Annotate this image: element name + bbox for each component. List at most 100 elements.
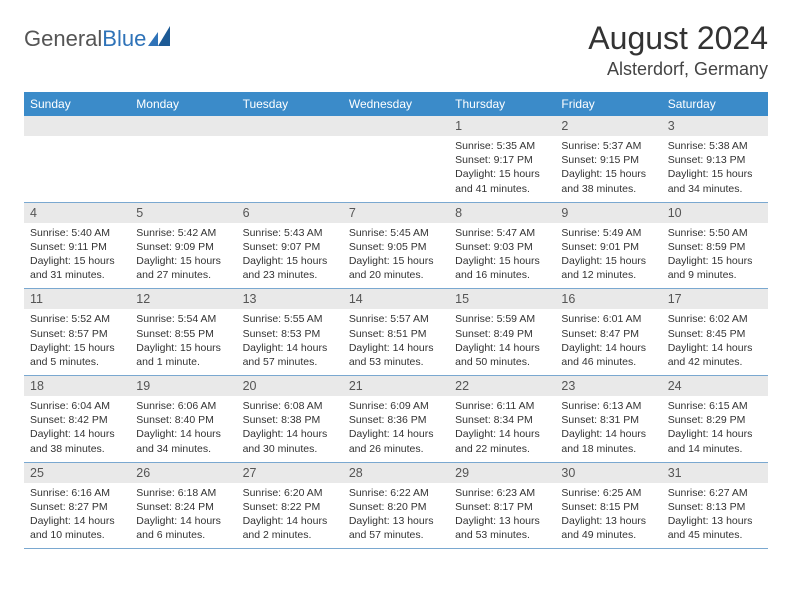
daylight-text: Daylight: 14 hours and 38 minutes. — [30, 427, 124, 455]
day-cell: Sunrise: 6:11 AMSunset: 8:34 PMDaylight:… — [449, 396, 555, 462]
sunrise-text: Sunrise: 5:37 AM — [561, 139, 655, 153]
daynum-band: 123 — [24, 116, 768, 136]
day-number: 13 — [237, 289, 343, 309]
sunrise-text: Sunrise: 5:45 AM — [349, 226, 443, 240]
sunrise-text: Sunrise: 6:01 AM — [561, 312, 655, 326]
day-cell: Sunrise: 6:01 AMSunset: 8:47 PMDaylight:… — [555, 309, 661, 375]
day-number: 28 — [343, 463, 449, 483]
day-number: 10 — [662, 203, 768, 223]
day-number — [237, 116, 343, 136]
daylight-text: Daylight: 14 hours and 50 minutes. — [455, 341, 549, 369]
sunrise-text: Sunrise: 5:52 AM — [30, 312, 124, 326]
daynum-band: 11121314151617 — [24, 289, 768, 309]
content-band: Sunrise: 5:35 AMSunset: 9:17 PMDaylight:… — [24, 136, 768, 202]
daylight-text: Daylight: 14 hours and 34 minutes. — [136, 427, 230, 455]
day-number: 9 — [555, 203, 661, 223]
daylight-text: Daylight: 15 hours and 12 minutes. — [561, 254, 655, 282]
daylight-text: Daylight: 14 hours and 10 minutes. — [30, 514, 124, 542]
sunset-text: Sunset: 9:07 PM — [243, 240, 337, 254]
day-number: 11 — [24, 289, 130, 309]
day-cell: Sunrise: 6:02 AMSunset: 8:45 PMDaylight:… — [662, 309, 768, 375]
daynum-band: 18192021222324 — [24, 376, 768, 396]
calendar-page: GeneralBlue August 2024 Alsterdorf, Germ… — [0, 0, 792, 559]
sunrise-text: Sunrise: 6:22 AM — [349, 486, 443, 500]
sunrise-text: Sunrise: 6:06 AM — [136, 399, 230, 413]
weekday-header-row: Sunday Monday Tuesday Wednesday Thursday… — [24, 92, 768, 116]
title-block: August 2024 Alsterdorf, Germany — [588, 20, 768, 80]
sunrise-text: Sunrise: 6:02 AM — [668, 312, 762, 326]
sunrise-text: Sunrise: 5:57 AM — [349, 312, 443, 326]
location-label: Alsterdorf, Germany — [588, 59, 768, 80]
daylight-text: Daylight: 15 hours and 5 minutes. — [30, 341, 124, 369]
sunset-text: Sunset: 8:40 PM — [136, 413, 230, 427]
day-number: 7 — [343, 203, 449, 223]
sunrise-text: Sunrise: 6:15 AM — [668, 399, 762, 413]
sunset-text: Sunset: 8:38 PM — [243, 413, 337, 427]
sunset-text: Sunset: 9:11 PM — [30, 240, 124, 254]
daylight-text: Daylight: 14 hours and 2 minutes. — [243, 514, 337, 542]
day-cell: Sunrise: 6:09 AMSunset: 8:36 PMDaylight:… — [343, 396, 449, 462]
day-number: 29 — [449, 463, 555, 483]
day-cell: Sunrise: 6:15 AMSunset: 8:29 PMDaylight:… — [662, 396, 768, 462]
sunset-text: Sunset: 8:24 PM — [136, 500, 230, 514]
weeks-container: 123Sunrise: 5:35 AMSunset: 9:17 PMDaylig… — [24, 116, 768, 549]
daylight-text: Daylight: 15 hours and 38 minutes. — [561, 167, 655, 195]
day-cell: Sunrise: 5:47 AMSunset: 9:03 PMDaylight:… — [449, 223, 555, 289]
week-row: 45678910Sunrise: 5:40 AMSunset: 9:11 PMD… — [24, 203, 768, 290]
day-cell — [237, 136, 343, 202]
daylight-text: Daylight: 14 hours and 18 minutes. — [561, 427, 655, 455]
content-band: Sunrise: 5:40 AMSunset: 9:11 PMDaylight:… — [24, 223, 768, 289]
sunrise-text: Sunrise: 6:16 AM — [30, 486, 124, 500]
day-number — [130, 116, 236, 136]
content-band: Sunrise: 6:04 AMSunset: 8:42 PMDaylight:… — [24, 396, 768, 462]
week-row: 25262728293031Sunrise: 6:16 AMSunset: 8:… — [24, 463, 768, 550]
day-cell: Sunrise: 6:27 AMSunset: 8:13 PMDaylight:… — [662, 483, 768, 549]
day-cell — [24, 136, 130, 202]
sunset-text: Sunset: 8:55 PM — [136, 327, 230, 341]
week-row: 18192021222324Sunrise: 6:04 AMSunset: 8:… — [24, 376, 768, 463]
sunrise-text: Sunrise: 6:23 AM — [455, 486, 549, 500]
sunset-text: Sunset: 8:36 PM — [349, 413, 443, 427]
daylight-text: Daylight: 15 hours and 34 minutes. — [668, 167, 762, 195]
day-number: 2 — [555, 116, 661, 136]
brand-part2: Blue — [102, 26, 146, 52]
daynum-band: 25262728293031 — [24, 463, 768, 483]
sunrise-text: Sunrise: 5:59 AM — [455, 312, 549, 326]
sunrise-text: Sunrise: 6:27 AM — [668, 486, 762, 500]
sunset-text: Sunset: 8:31 PM — [561, 413, 655, 427]
day-cell: Sunrise: 6:25 AMSunset: 8:15 PMDaylight:… — [555, 483, 661, 549]
weekday-wed: Wednesday — [343, 92, 449, 116]
content-band: Sunrise: 6:16 AMSunset: 8:27 PMDaylight:… — [24, 483, 768, 549]
brand-part1: General — [24, 26, 102, 52]
daylight-text: Daylight: 15 hours and 27 minutes. — [136, 254, 230, 282]
day-cell: Sunrise: 6:23 AMSunset: 8:17 PMDaylight:… — [449, 483, 555, 549]
sunset-text: Sunset: 8:22 PM — [243, 500, 337, 514]
sunrise-text: Sunrise: 5:54 AM — [136, 312, 230, 326]
sunrise-text: Sunrise: 5:55 AM — [243, 312, 337, 326]
daynum-band: 45678910 — [24, 203, 768, 223]
day-cell: Sunrise: 6:16 AMSunset: 8:27 PMDaylight:… — [24, 483, 130, 549]
sunrise-text: Sunrise: 6:11 AM — [455, 399, 549, 413]
sunset-text: Sunset: 8:27 PM — [30, 500, 124, 514]
sunrise-text: Sunrise: 5:35 AM — [455, 139, 549, 153]
sunrise-text: Sunrise: 5:38 AM — [668, 139, 762, 153]
sunset-text: Sunset: 8:59 PM — [668, 240, 762, 254]
daylight-text: Daylight: 13 hours and 57 minutes. — [349, 514, 443, 542]
sunset-text: Sunset: 8:29 PM — [668, 413, 762, 427]
day-number: 31 — [662, 463, 768, 483]
brand-logo: GeneralBlue — [24, 26, 174, 52]
daylight-text: Daylight: 15 hours and 9 minutes. — [668, 254, 762, 282]
day-cell: Sunrise: 5:54 AMSunset: 8:55 PMDaylight:… — [130, 309, 236, 375]
day-cell: Sunrise: 5:52 AMSunset: 8:57 PMDaylight:… — [24, 309, 130, 375]
sunset-text: Sunset: 9:09 PM — [136, 240, 230, 254]
daylight-text: Daylight: 15 hours and 1 minute. — [136, 341, 230, 369]
daylight-text: Daylight: 15 hours and 41 minutes. — [455, 167, 549, 195]
daylight-text: Daylight: 14 hours and 6 minutes. — [136, 514, 230, 542]
day-cell: Sunrise: 5:59 AMSunset: 8:49 PMDaylight:… — [449, 309, 555, 375]
sunrise-text: Sunrise: 5:47 AM — [455, 226, 549, 240]
day-cell: Sunrise: 5:45 AMSunset: 9:05 PMDaylight:… — [343, 223, 449, 289]
sunset-text: Sunset: 8:15 PM — [561, 500, 655, 514]
weekday-mon: Monday — [130, 92, 236, 116]
daylight-text: Daylight: 15 hours and 31 minutes. — [30, 254, 124, 282]
sunset-text: Sunset: 8:17 PM — [455, 500, 549, 514]
